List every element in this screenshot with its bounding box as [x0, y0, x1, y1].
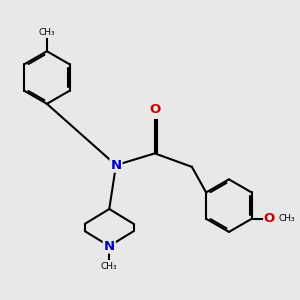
Text: O: O	[263, 212, 275, 225]
Text: O: O	[149, 103, 160, 116]
Text: CH₃: CH₃	[39, 28, 55, 37]
Text: N: N	[104, 240, 115, 253]
Text: N: N	[110, 159, 122, 172]
Text: CH₃: CH₃	[101, 262, 118, 271]
Text: CH₃: CH₃	[279, 214, 295, 223]
